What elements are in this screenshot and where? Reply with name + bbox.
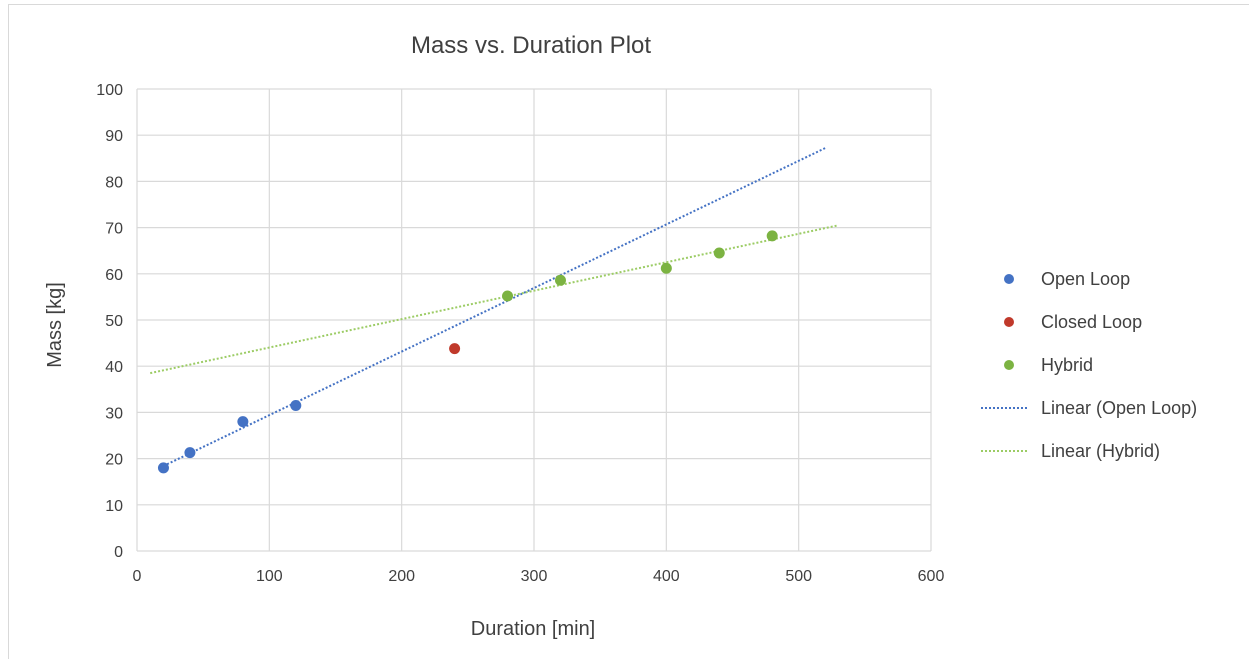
x-tick-label: 200 — [388, 568, 415, 585]
y-tick-label: 40 — [105, 359, 123, 376]
data-points — [157, 230, 778, 474]
data-point — [713, 247, 725, 259]
data-point — [502, 290, 514, 302]
chart-title: Mass vs. Duration Plot — [411, 32, 651, 59]
y-tick-label: 60 — [105, 267, 123, 284]
y-tick-label: 50 — [105, 313, 123, 330]
y-tick-label: 80 — [105, 174, 123, 191]
y-axis-label: Mass [kg] — [44, 282, 66, 368]
data-point — [766, 230, 778, 242]
legend-marker — [1004, 274, 1014, 284]
data-point — [660, 262, 672, 274]
y-tick-label: 90 — [105, 128, 123, 145]
data-point — [290, 399, 302, 411]
data-point — [157, 462, 169, 474]
y-tick-label: 100 — [96, 82, 123, 99]
trendlines — [150, 147, 839, 467]
legend-label: Closed Loop — [1041, 312, 1142, 332]
x-axis-label: Duration [min] — [471, 618, 596, 640]
y-tick-label: 10 — [105, 498, 123, 515]
scatter-chart: 0 10 20 30 40 50 60 70 80 90 100 0 100 200 300 400 500 60… — [44, 32, 1197, 640]
legend-label: Open Loop — [1041, 269, 1130, 289]
legend-marker — [1004, 317, 1014, 327]
chart-frame: 0 10 20 30 40 50 60 70 80 90 100 0 100 200 300 400 500 60… — [8, 4, 1249, 659]
tick-labels: 0 10 20 30 40 50 60 70 80 90 100 0 100 200 300 400 500 60… — [96, 82, 944, 585]
trendline — [150, 224, 839, 375]
y-tick-label: 70 — [105, 221, 123, 238]
legend-marker — [1004, 360, 1014, 370]
trendline — [163, 147, 826, 467]
data-point — [237, 416, 249, 428]
x-tick-label: 100 — [256, 568, 283, 585]
data-point — [449, 343, 461, 355]
y-tick-label: 0 — [114, 544, 123, 561]
x-tick-label: 500 — [785, 568, 812, 585]
x-tick-label: 600 — [918, 568, 945, 585]
data-point — [184, 447, 196, 459]
y-tick-label: 30 — [105, 405, 123, 422]
x-tick-label: 0 — [133, 568, 142, 585]
gridlines — [136, 88, 932, 552]
legend-label: Linear (Hybrid) — [1041, 441, 1160, 461]
x-tick-label: 300 — [521, 568, 548, 585]
data-point — [554, 274, 566, 286]
legend-label: Linear (Open Loop) — [1041, 398, 1197, 418]
legend: Open Loop Closed Loop Hybrid Linear (Open L… — [981, 269, 1197, 461]
x-tick-label: 400 — [653, 568, 680, 585]
y-tick-label: 20 — [105, 452, 123, 469]
legend-label: Hybrid — [1041, 355, 1093, 375]
